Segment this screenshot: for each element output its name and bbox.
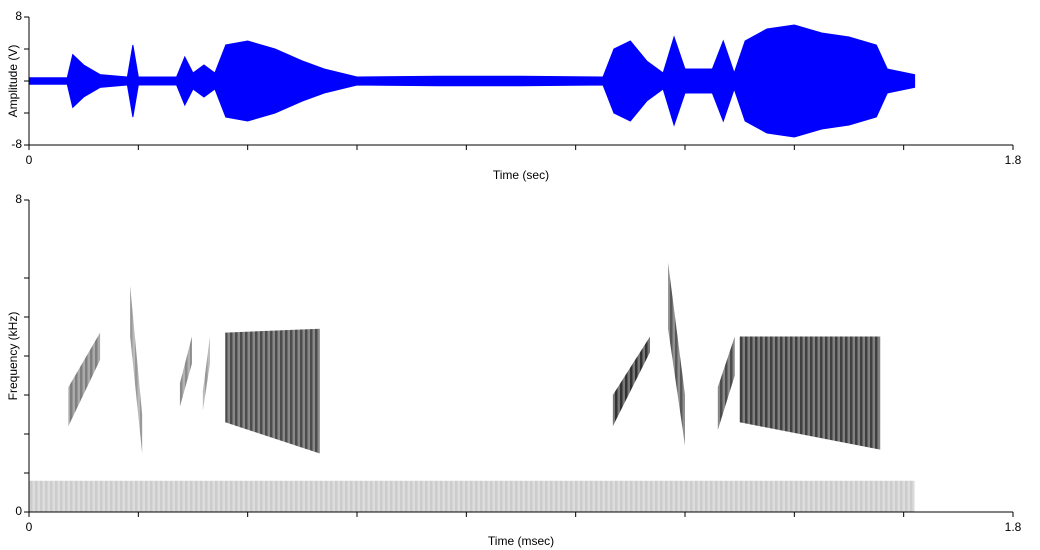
x-tick-label: 1.8 xyxy=(1005,153,1022,167)
x-tick-label: 0 xyxy=(26,153,33,167)
x-axis-label: Time (msec) xyxy=(488,534,554,548)
syllable xyxy=(130,285,143,454)
y-axis-label: Frequency (kHz) xyxy=(6,312,20,401)
syllable xyxy=(739,336,881,450)
x-tick-label: 1.8 xyxy=(1005,520,1022,534)
waveform-envelope xyxy=(28,24,916,82)
y-tick-label: -8 xyxy=(11,137,22,151)
syllable xyxy=(668,262,685,446)
syllable xyxy=(225,328,320,454)
y-tick-label: 8 xyxy=(15,9,22,23)
x-tick-label: 0 xyxy=(26,520,33,534)
syllable xyxy=(29,480,915,512)
x-axis-label: Time (sec) xyxy=(493,168,549,182)
syllable xyxy=(179,336,192,407)
syllable xyxy=(202,336,210,411)
y-axis-label: Amplitude (V) xyxy=(6,45,20,118)
waveform-envelope xyxy=(28,80,916,138)
syllable xyxy=(717,336,735,431)
y-tick-label: 8 xyxy=(15,192,22,206)
syllable xyxy=(68,332,101,427)
y-tick-label: 0 xyxy=(15,504,22,518)
syllable xyxy=(612,336,651,427)
